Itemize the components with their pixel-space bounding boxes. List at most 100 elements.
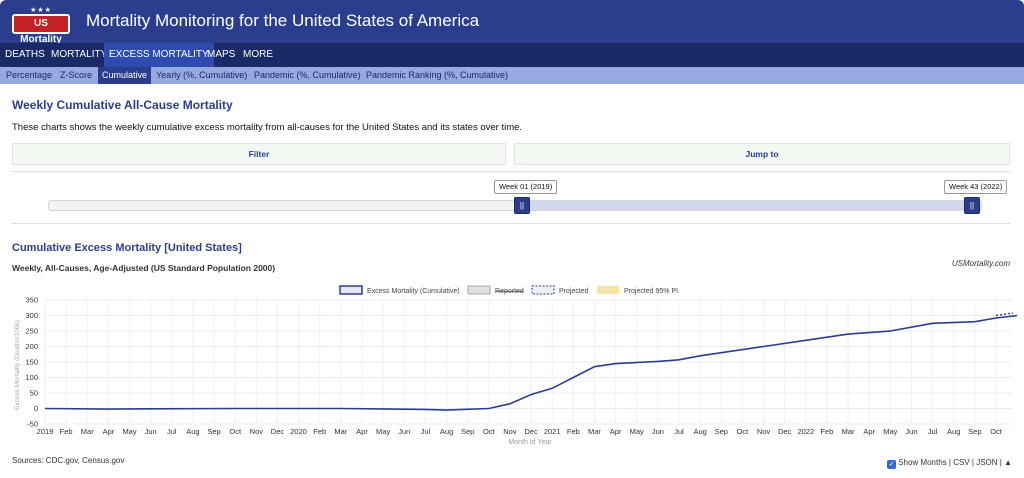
x-tick-label: May bbox=[376, 427, 390, 436]
x-tick-label: Jun bbox=[905, 427, 917, 436]
cumulative-excess-mortality-chart: Excess Mortality (Cumulative) Reported P… bbox=[14, 285, 1018, 446]
x-tick-label: Dec bbox=[271, 427, 285, 436]
csv-link[interactable]: CSV bbox=[953, 458, 970, 467]
x-tick-label: Nov bbox=[503, 427, 517, 436]
json-link[interactable]: JSON bbox=[976, 458, 998, 467]
x-tick-label: Jun bbox=[652, 427, 664, 436]
x-tick-label: Oct bbox=[737, 427, 750, 436]
y-axis-label: Excess Mortality (Deaths/100k) bbox=[14, 320, 21, 410]
x-tick-label: Apr bbox=[103, 427, 115, 436]
legend-label-projected: Projected bbox=[559, 288, 589, 295]
y-tick-label: 150 bbox=[25, 358, 38, 367]
y-tick-label: 300 bbox=[25, 311, 38, 320]
chart-section-title: Cumulative Excess Mortality [United Stat… bbox=[12, 242, 242, 254]
subnav-z-score[interactable]: Z-Score bbox=[60, 70, 93, 80]
y-tick-label: 0 bbox=[34, 404, 38, 413]
x-tick-label: Aug bbox=[186, 427, 199, 436]
x-tick-label: Apr bbox=[863, 427, 875, 436]
filter-button[interactable]: Filter bbox=[12, 143, 506, 165]
legend-label-pi: Projected 95% PI bbox=[624, 288, 678, 295]
x-tick-label: Sep bbox=[715, 427, 728, 436]
separator: | bbox=[999, 458, 1002, 467]
logo-text: US Mortality bbox=[12, 14, 70, 45]
nav-deaths[interactable]: DEATHS bbox=[5, 49, 45, 60]
x-tick-label: Dec bbox=[778, 427, 792, 436]
y-tick-label: -50 bbox=[27, 420, 38, 429]
show-months-checkbox[interactable]: ✓ bbox=[887, 460, 897, 469]
x-tick-label: Mar bbox=[588, 427, 601, 436]
x-tick-label: Feb bbox=[567, 427, 580, 436]
x-tick-label: Jun bbox=[145, 427, 157, 436]
end-handle[interactable]: || bbox=[964, 197, 980, 214]
x-tick-label: 2020 bbox=[290, 427, 307, 436]
x-tick-label: Mar bbox=[81, 427, 94, 436]
y-axis: 350 300 250 200 150 100 50 0 -50 bbox=[25, 296, 38, 429]
app-header: ★★★ US Mortality Mortality Monitoring fo… bbox=[0, 0, 1024, 45]
jump-to-button[interactable]: Jump to bbox=[514, 143, 1010, 165]
sources: Sources: CDC.gov, Census.gov bbox=[12, 456, 125, 465]
x-axis: 2019 Feb Mar Apr May Jun Jul Aug Sep Oct Nov Dec 202… bbox=[37, 427, 1003, 436]
scroll-top-icon[interactable]: ▲ bbox=[1004, 458, 1012, 467]
legend-swatch-projected bbox=[531, 285, 555, 295]
x-tick-label: Oct bbox=[229, 427, 242, 436]
separator: | bbox=[971, 458, 974, 467]
subnav-percentage[interactable]: Percentage bbox=[6, 70, 53, 80]
x-tick-label: Nov bbox=[757, 427, 771, 436]
x-tick-label: Jul bbox=[421, 427, 431, 436]
x-tick-label: Apr bbox=[610, 427, 622, 436]
x-tick-label: 2019 bbox=[37, 427, 54, 436]
chart-subtitle: Weekly, All-Causes, Age-Adjusted (US Sta… bbox=[12, 263, 276, 273]
y-tick-label: 200 bbox=[25, 342, 38, 351]
nav-mortality[interactable]: MORTALITY bbox=[51, 49, 108, 60]
nav-excess-mortality[interactable]: EXCESS MORTALITY bbox=[104, 43, 214, 67]
chart-footer-controls: ✓ Show Months | CSV | JSON | ▲ bbox=[887, 458, 1012, 469]
x-tick-label: Oct bbox=[990, 427, 1003, 436]
x-tick-label: Jul bbox=[674, 427, 684, 436]
us-mortality-logo[interactable]: ★★★ US Mortality bbox=[12, 6, 70, 45]
x-tick-label: Jul bbox=[167, 427, 177, 436]
x-tick-label: 2021 bbox=[544, 427, 561, 436]
show-months-label[interactable]: Show Months bbox=[898, 458, 947, 467]
x-tick-label: Jul bbox=[928, 427, 938, 436]
nav-maps[interactable]: MAPS bbox=[207, 49, 236, 60]
x-tick-label: Jun bbox=[398, 427, 410, 436]
chart-brand: USMortality.com bbox=[951, 259, 1010, 268]
subnav-pandemic[interactable]: Pandemic (%, Cumulative) bbox=[254, 70, 361, 80]
series-line-excess-cumulative bbox=[44, 314, 1018, 411]
end-week-tooltip: Week 43 (2022) bbox=[944, 180, 1008, 194]
x-tick-label: May bbox=[122, 427, 136, 436]
sub-nav: Percentage Z-Score Cumulative Yearly (%,… bbox=[0, 67, 1024, 84]
x-tick-label: 2022 bbox=[797, 427, 814, 436]
stars-icon: ★★★ bbox=[30, 7, 52, 14]
start-handle[interactable]: || bbox=[514, 197, 530, 214]
subnav-yearly[interactable]: Yearly (%, Cumulative) bbox=[156, 70, 248, 80]
x-tick-label: Feb bbox=[313, 427, 326, 436]
y-tick-label: 100 bbox=[25, 373, 38, 382]
divider bbox=[12, 171, 1010, 172]
range-slider-selection bbox=[522, 201, 972, 210]
legend-label-reported: Reported bbox=[495, 288, 524, 295]
x-tick-label: May bbox=[883, 427, 897, 436]
nav-more[interactable]: MORE bbox=[243, 49, 273, 60]
x-tick-label: Aug bbox=[947, 427, 960, 436]
separator: | bbox=[948, 458, 951, 467]
x-tick-label: Sep bbox=[461, 427, 474, 436]
x-tick-label: Aug bbox=[693, 427, 706, 436]
subnav-cumulative[interactable]: Cumulative bbox=[98, 67, 152, 84]
x-tick-label: Apr bbox=[356, 427, 368, 436]
main-nav: DEATHS MORTALITY EXCESS MORTALITY MAPS M… bbox=[0, 43, 1024, 67]
divider bbox=[12, 223, 1010, 224]
y-tick-label: 350 bbox=[25, 296, 38, 305]
x-tick-label: Sep bbox=[207, 427, 220, 436]
chart-legend[interactable]: Excess Mortality (Cumulative) Reported P… bbox=[339, 285, 678, 295]
x-tick-label: Feb bbox=[820, 427, 833, 436]
app-title: Mortality Monitoring for the United Stat… bbox=[86, 11, 480, 30]
x-axis-label: Month of Year bbox=[508, 439, 552, 446]
x-tick-label: May bbox=[630, 427, 644, 436]
series-line-projected bbox=[995, 312, 1014, 317]
page-title: Weekly Cumulative All-Cause Mortality bbox=[12, 98, 233, 112]
page-description: These charts shows the weekly cumulative… bbox=[12, 122, 523, 133]
legend-swatch-pi bbox=[597, 286, 619, 294]
start-week-tooltip: Week 01 (2019) bbox=[494, 180, 558, 194]
subnav-pandemic-ranking[interactable]: Pandemic Ranking (%, Cumulative) bbox=[366, 70, 509, 80]
